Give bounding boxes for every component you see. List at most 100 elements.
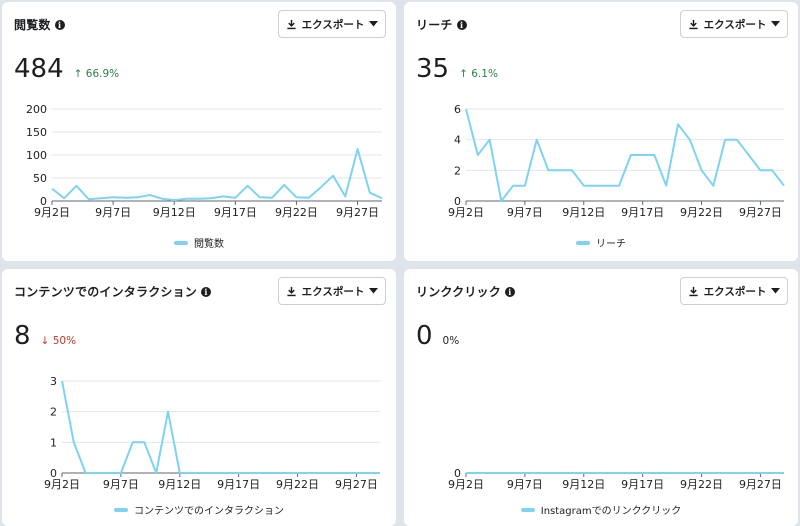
x-tick-label: 9月27日 [335,478,378,491]
card-title-text: コンテンツでのインタラクション [14,285,198,299]
x-tick-label: 9月27日 [739,206,782,219]
metric-value: 35 [416,54,450,84]
y-tick-label: 0 [50,467,57,480]
delta-value: 50% [52,335,77,347]
export-button[interactable]: エクスポート [278,277,386,305]
legend-label: Instagramでのリンククリック [540,506,682,517]
x-tick-label: 9月22日 [276,478,319,491]
legend-label: リーチ [596,239,626,250]
x-tick-label: 9月17日 [621,206,664,219]
series-line [465,108,785,202]
y-tick-label: 1 [50,436,57,449]
metric-delta: ↓ 50% [41,335,77,347]
info-icon[interactable]: i [504,286,515,297]
card-reach: リーチ i エクスポート 35 ↑ 6.1% 0 2 4 6 9月2日 9月7日 9月12日… [404,2,798,261]
caret-down-icon [369,288,379,294]
delta-arrow-icon: ↑ [73,68,83,80]
x-tick-label: 9月7日 [507,478,543,491]
x-tick-label: 9月17日 [214,206,257,219]
y-tick-label: 2 [50,406,57,419]
card-title: リンククリック i [416,283,515,300]
x-tick-label: 9月7日 [507,206,543,219]
caret-down-icon [771,288,781,294]
delta-value: 0% [442,335,460,347]
x-tick-label: 9月7日 [103,478,139,491]
download-icon [287,286,296,296]
x-tick-label: 9月27日 [739,478,782,491]
x-tick-label: 9月27日 [336,206,379,219]
legend-swatch [520,507,535,512]
metric-summary: 35 ↑ 6.1% [416,54,498,84]
series-line [51,148,383,202]
series-line [61,380,380,474]
chart-legend: コンテンツでのインタラクション [2,502,396,517]
x-tick-label: 9月7日 [95,206,131,219]
legend-swatch [174,240,188,245]
x-tick-label: 9月12日 [158,478,201,491]
export-label: エクスポート [703,285,767,298]
caret-down-icon [771,21,781,27]
y-tick-label: 200 [26,103,47,116]
metric-summary: 484 ↑ 66.9% [14,54,119,84]
caret-down-icon [369,21,379,27]
chart-legend: Instagramでのリンククリック [404,502,798,517]
x-tick-label: 9月22日 [680,206,723,219]
x-tick-label: 9月2日 [44,478,80,491]
metric-value: 0 [416,321,433,351]
y-tick-label: 3 [50,375,57,388]
line-chart: 0 1 2 3 9月2日 9月7日 9月12日 9月17日 9月22日 9月27日 [44,375,381,491]
line-chart: 0 50 100 150 200 9月2日 9月7日 9月12日 9月17日 9月22日 9月27日 [26,103,383,219]
x-tick-label: 9月17日 [621,478,664,491]
legend-label: 閲覧数 [194,239,224,250]
info-icon[interactable]: i [456,19,467,30]
metric-value: 484 [14,54,64,84]
y-tick-label: 2 [454,164,461,177]
metric-delta: ↑ 66.9% [74,68,120,80]
delta-arrow-icon: ↑ [459,68,468,80]
delta-arrow-icon: ↓ [40,335,50,347]
card-title-text: リンククリック [416,285,501,299]
line-chart: 0 2 4 6 9月2日 9月7日 9月12日 9月17日 9月22日 9月27日 [448,103,785,219]
legend-swatch [576,240,590,245]
download-icon [287,19,296,29]
delta-value: 6.1% [471,68,498,80]
chart-legend: リーチ [404,235,798,250]
download-icon [689,286,698,296]
metric-delta: ↑ 6.1% [459,68,498,80]
x-tick-label: 9月17日 [217,478,260,491]
legend-swatch [114,507,128,512]
x-tick-label: 9月22日 [275,206,318,219]
chart-legend: 閲覧数 [2,235,396,250]
y-tick-label: 100 [26,149,47,162]
legend-label: コンテンツでのインタラクション [134,506,284,517]
x-tick-label: 9月12日 [153,206,196,219]
export-label: エクスポート [301,285,365,298]
x-tick-label: 9月12日 [562,478,605,491]
info-icon[interactable]: i [54,19,65,30]
export-button[interactable]: エクスポート [680,277,788,305]
y-tick-label: 50 [33,172,47,185]
x-tick-label: 9月2日 [448,206,484,219]
x-tick-label: 9月2日 [448,478,484,491]
export-button[interactable]: エクスポート [680,10,788,38]
info-icon[interactable]: i [201,286,212,297]
metric-value: 8 [14,321,31,351]
metric-delta: 0% [443,335,460,347]
x-tick-label: 9月22日 [680,478,723,491]
card-title-text: リーチ [416,18,453,32]
card-views: 閲覧数 i エクスポート 484 ↑ 66.9% 0 50 100 150 200 9月2… [2,2,396,261]
x-tick-label: 9月2日 [34,206,70,219]
card-interactions: コンテンツでのインタラクション i エクスポート 8 ↓ 50% 0 1 2 3 9月2… [2,269,396,526]
export-button[interactable]: エクスポート [278,10,386,38]
card-link-clicks: リンククリック i エクスポート 0 0% 0 9月2日 9月7日 9月12日 9月17… [404,269,798,526]
delta-value: 66.9% [85,68,120,80]
download-icon [689,19,698,29]
y-tick-label: 0 [454,467,461,480]
card-title: 閲覧数 i [14,16,65,33]
card-title: コンテンツでのインタラクション i [14,283,212,300]
card-title: リーチ i [416,16,467,33]
export-label: エクスポート [301,18,365,31]
y-tick-label: 0 [40,195,47,208]
metric-summary: 0 0% [416,321,459,351]
